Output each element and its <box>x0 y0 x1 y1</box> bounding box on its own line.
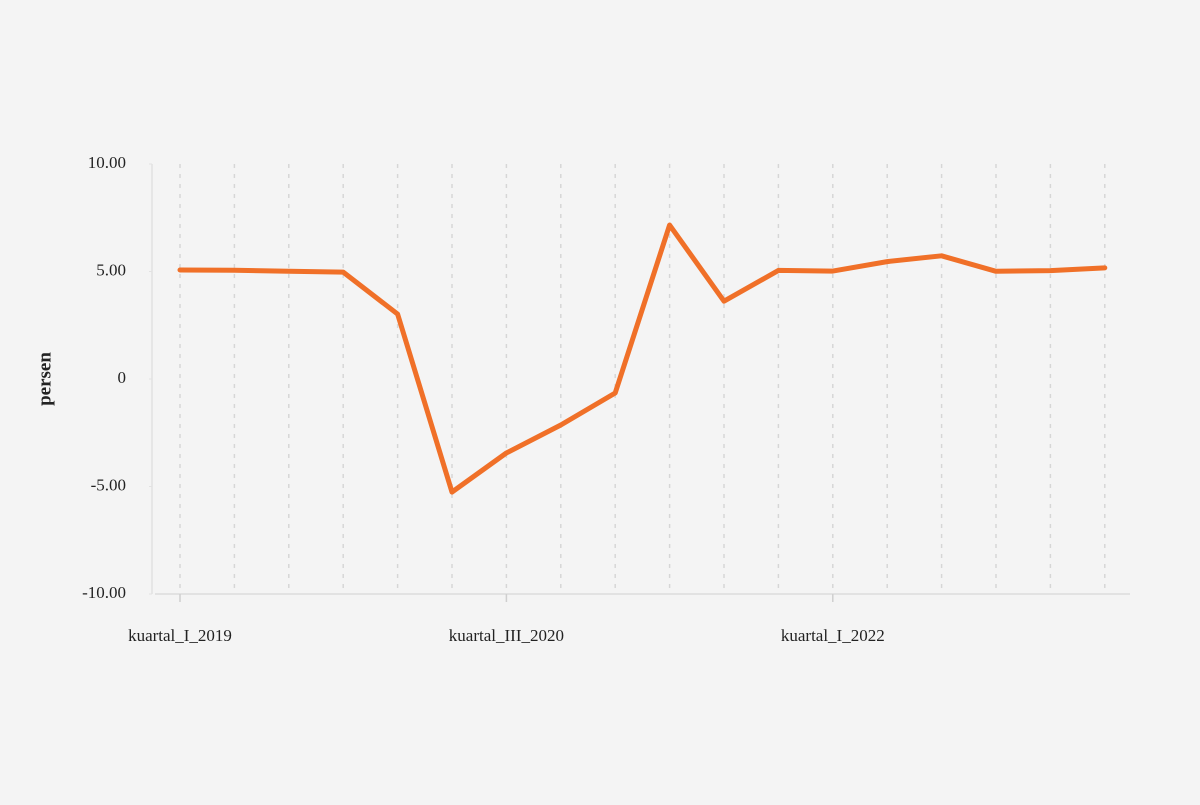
x-tick-label: kuartal_I_2022 <box>781 626 885 645</box>
y-tick-label: -10.00 <box>82 583 126 602</box>
y-axis-label: persen <box>34 352 55 406</box>
y-tick-label: 10.00 <box>88 153 126 172</box>
y-tick-label: -5.00 <box>91 475 126 494</box>
y-tick-label: 5.00 <box>96 260 126 279</box>
x-tick-label: kuartal_I_2019 <box>128 626 232 645</box>
y-tick-label: 0 <box>118 368 127 387</box>
x-tick-label: kuartal_III_2020 <box>449 626 564 645</box>
data-line <box>177 222 1108 495</box>
